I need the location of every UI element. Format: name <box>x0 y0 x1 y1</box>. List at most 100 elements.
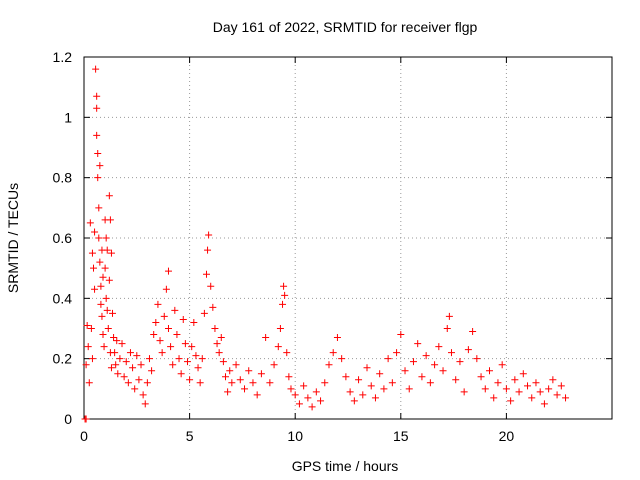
data-point <box>367 382 375 390</box>
data-point <box>200 309 208 317</box>
data-point <box>414 340 422 348</box>
data-point <box>114 370 122 378</box>
data-point <box>156 337 164 345</box>
data-point <box>350 397 358 405</box>
data-point <box>228 379 236 387</box>
data-point <box>338 355 346 363</box>
data-point <box>445 312 453 320</box>
data-point <box>122 358 130 366</box>
data-point <box>469 328 477 336</box>
data-point <box>211 325 219 332</box>
data-point <box>435 343 443 351</box>
data-point <box>207 282 215 290</box>
data-point <box>562 394 570 402</box>
data-point <box>83 321 91 329</box>
data-point <box>224 388 232 396</box>
data-point <box>507 397 515 405</box>
data-point <box>270 361 278 369</box>
x-tick-label: 20 <box>499 428 515 444</box>
data-point <box>99 273 107 281</box>
data-point <box>160 312 168 320</box>
data-point <box>181 340 189 348</box>
x-tick-label: 0 <box>80 428 88 444</box>
data-point <box>380 385 388 393</box>
data-point <box>91 228 99 236</box>
data-point <box>150 331 158 339</box>
data-point <box>266 379 274 387</box>
data-point <box>116 355 124 363</box>
grid <box>84 57 612 419</box>
y-tick-label: 0.6 <box>53 230 73 246</box>
data-point <box>104 325 112 332</box>
data-point <box>101 264 109 272</box>
data-point <box>295 400 303 408</box>
data-point <box>171 306 179 314</box>
data-point <box>148 367 156 375</box>
x-tick-label: 15 <box>393 428 409 444</box>
data-point <box>418 373 426 381</box>
data-point <box>93 92 101 100</box>
data-point <box>312 388 320 396</box>
data-point <box>363 364 371 372</box>
data-point <box>135 376 143 384</box>
data-point <box>426 379 434 387</box>
data-point <box>321 379 329 387</box>
data-point <box>93 104 101 112</box>
data-point <box>186 376 194 384</box>
data-point <box>120 373 128 381</box>
data-point <box>317 397 325 405</box>
data-point <box>249 379 257 387</box>
data-point <box>257 370 265 378</box>
data-point <box>113 337 121 345</box>
data-point <box>92 65 100 73</box>
data-point <box>194 364 202 372</box>
data-point <box>276 325 284 332</box>
y-tick-label: 0.8 <box>53 170 73 186</box>
data-point <box>131 385 139 393</box>
data-point <box>95 234 103 242</box>
data-point <box>164 267 172 275</box>
data-point <box>553 391 561 399</box>
data-point <box>154 300 162 308</box>
data-point <box>158 349 166 357</box>
data-point <box>204 246 212 254</box>
data-point <box>188 343 196 351</box>
data-point <box>96 258 104 266</box>
data-point <box>141 400 149 408</box>
data-point <box>177 370 185 378</box>
data-point <box>511 376 519 384</box>
y-tick-labels: 0 0.2 0.4 0.6 0.8 1 1.2 <box>53 49 73 427</box>
data-point <box>262 334 270 342</box>
data-point <box>371 394 379 402</box>
data-point <box>105 276 113 284</box>
data-point <box>110 334 118 342</box>
data-point <box>281 291 289 299</box>
data-point <box>196 379 204 387</box>
data-point <box>304 394 312 402</box>
data-point <box>98 312 106 320</box>
data-point <box>355 376 363 384</box>
data-point <box>129 364 137 372</box>
x-tick-label: 10 <box>287 428 303 444</box>
data-point <box>346 388 354 396</box>
data-point <box>213 340 221 348</box>
y-tick-label: 0.2 <box>53 351 73 367</box>
data-point <box>274 343 282 351</box>
data-point <box>557 382 565 390</box>
data-point <box>540 400 548 408</box>
data-point <box>481 385 489 393</box>
data-point <box>279 300 287 308</box>
chart-title: Day 161 of 2022, SRMTID for receiver flg… <box>213 19 478 35</box>
data-point <box>486 367 494 375</box>
data-point <box>179 315 187 323</box>
data-point <box>285 373 293 381</box>
data-point <box>464 346 472 354</box>
data-point <box>253 391 261 399</box>
data-point <box>84 343 92 351</box>
data-point <box>515 388 523 396</box>
data-point <box>100 343 108 351</box>
data-point <box>99 331 107 339</box>
x-tick-labels: 0 5 10 15 20 <box>80 428 514 444</box>
data-point <box>198 355 206 363</box>
data-point <box>139 391 147 399</box>
